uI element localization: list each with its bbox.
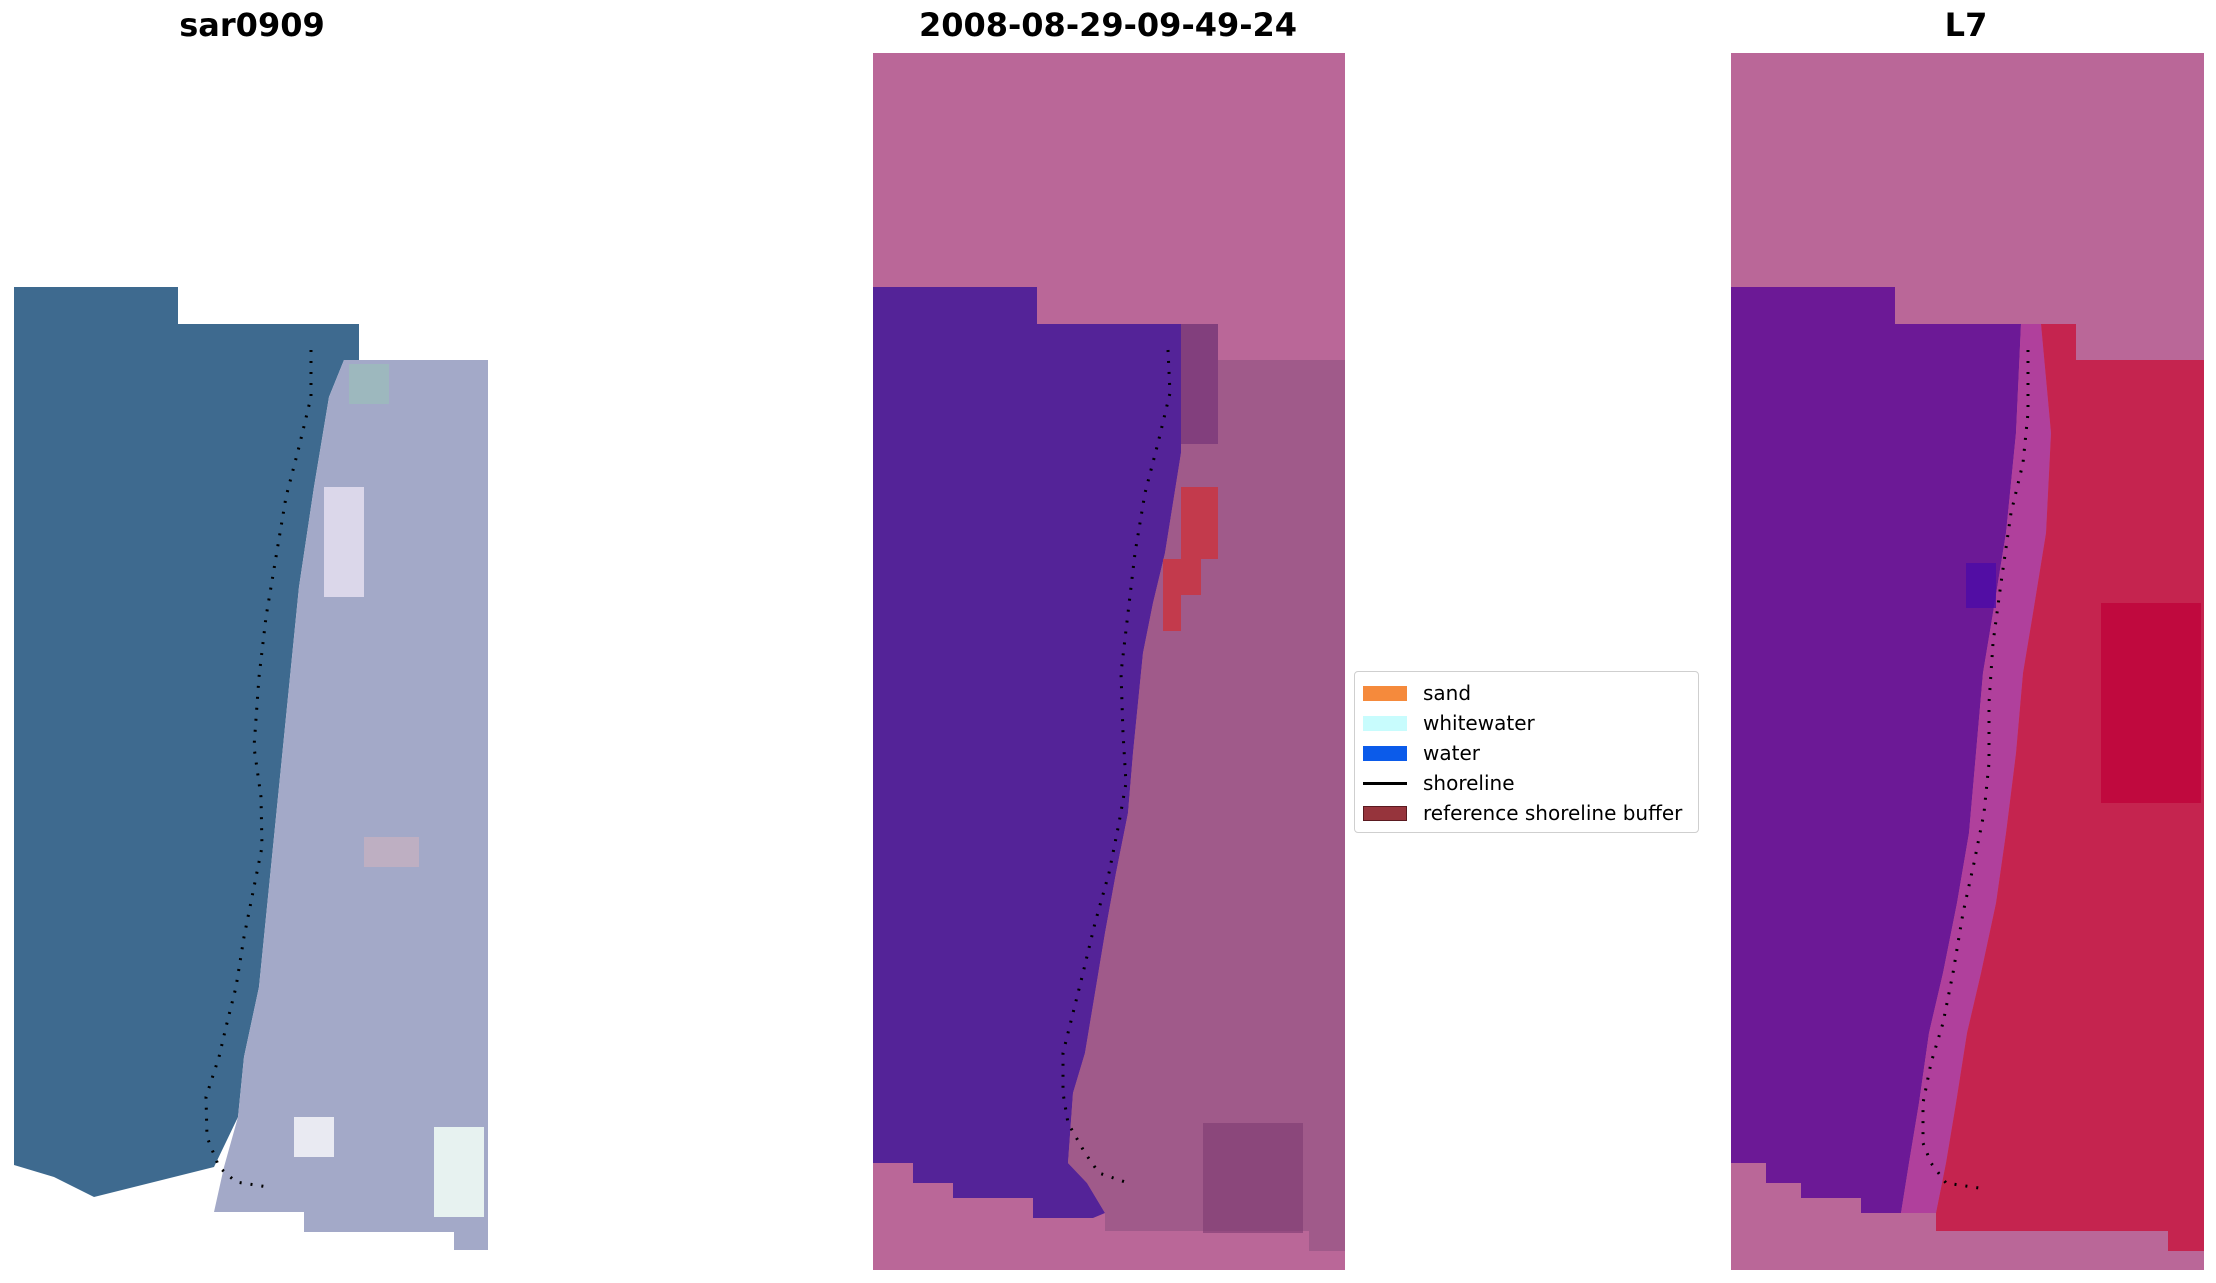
legend-label-whitewater: whitewater bbox=[1423, 711, 1535, 735]
rgb-bright-surf-1 bbox=[324, 487, 364, 597]
legend-item-reference-buffer: reference shoreline buffer bbox=[1355, 798, 1698, 828]
rgb-teal-patch bbox=[349, 364, 389, 404]
legend-item-water: water bbox=[1355, 738, 1698, 768]
class-land-dark-patch bbox=[1181, 324, 1218, 444]
index-water-area bbox=[1731, 287, 2021, 1213]
rgb-image bbox=[14, 287, 488, 1250]
legend-label-reference-buffer: reference shoreline buffer bbox=[1423, 801, 1683, 825]
index-water-deep-violet bbox=[1966, 563, 1996, 608]
legend-item-sand: sand bbox=[1355, 678, 1698, 708]
rgb-land-area bbox=[214, 360, 488, 1250]
legend: sand whitewater water shoreline referenc… bbox=[1354, 671, 1699, 833]
legend-item-whitewater: whitewater bbox=[1355, 708, 1698, 738]
index-land-deep-red bbox=[2101, 603, 2201, 803]
legend-swatch-sand bbox=[1363, 685, 1407, 701]
legend-item-shoreline: shoreline bbox=[1355, 768, 1698, 798]
reference-buffer-area bbox=[1163, 487, 1218, 631]
shoreline-rgb bbox=[204, 350, 313, 1189]
legend-label-shoreline: shoreline bbox=[1423, 771, 1515, 795]
legend-label-water: water bbox=[1423, 741, 1480, 765]
legend-label-sand: sand bbox=[1423, 681, 1472, 705]
panel-title-index: L7 bbox=[1944, 6, 1988, 44]
panel-title-rgb: sar0909 bbox=[179, 6, 325, 44]
legend-swatch-water bbox=[1363, 745, 1407, 761]
shoreline-index bbox=[1921, 350, 2030, 1190]
class-land-dark-patch-2 bbox=[1203, 1123, 1303, 1233]
rgb-water-area bbox=[14, 287, 359, 1197]
class-water-area bbox=[873, 287, 1181, 1218]
rgb-bright-surf-2 bbox=[434, 1127, 484, 1217]
index-image bbox=[1731, 53, 2204, 1270]
rgb-bright-patch-3 bbox=[294, 1117, 334, 1157]
legend-swatch-whitewater bbox=[1363, 715, 1407, 731]
panel-title-classification: 2008-08-29-09-49-24 bbox=[918, 6, 1298, 44]
index-transition-band bbox=[1901, 324, 2051, 1213]
index-land-area bbox=[1936, 324, 2204, 1251]
legend-swatch-reference-buffer bbox=[1363, 805, 1407, 821]
class-land-area bbox=[1068, 324, 1345, 1251]
classified-image bbox=[873, 53, 1345, 1270]
rgb-pink-patch bbox=[364, 837, 419, 867]
legend-swatch-shoreline bbox=[1363, 781, 1407, 785]
